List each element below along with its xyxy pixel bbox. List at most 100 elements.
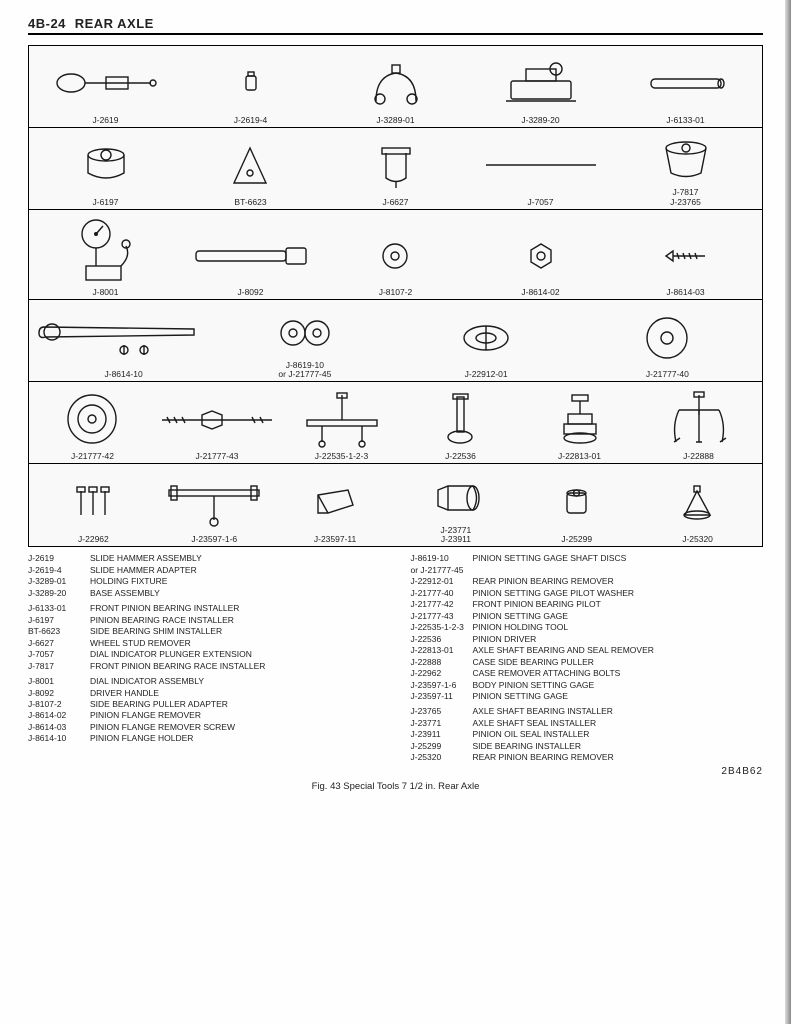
legend-code: J-2619 bbox=[28, 553, 90, 564]
tool-item: J-6133-01 bbox=[613, 53, 758, 125]
legend-desc: CASE SIDE BEARING PULLER bbox=[473, 657, 764, 668]
tool-row: J-21777-42J-21777-43J-22535-1-2-3J-22536… bbox=[29, 382, 762, 464]
legend-code: J-7057 bbox=[28, 649, 90, 660]
legend-desc: DIAL INDICATOR PLUNGER EXTENSION bbox=[90, 649, 381, 660]
legend-desc: PINION SETTING GAGE SHAFT DISCS bbox=[473, 553, 764, 564]
fixture-u-icon bbox=[366, 53, 426, 114]
tool-item: J-22535-1-2-3 bbox=[282, 389, 401, 461]
page-header: 4B-24 REAR AXLE bbox=[28, 16, 763, 35]
legend-row: J-22813-01AXLE SHAFT BEARING AND SEAL RE… bbox=[411, 645, 764, 656]
rod-nut-icon bbox=[152, 389, 282, 450]
legend-row: J-25320REAR PINION BEARING REMOVER bbox=[411, 752, 764, 763]
legend-code: J-23771 bbox=[411, 718, 473, 729]
page-title: REAR AXLE bbox=[75, 16, 154, 31]
tool-label: J-8619-10 or J-21777-45 bbox=[278, 361, 331, 380]
tool-item: J-22813-01 bbox=[520, 389, 639, 461]
legend-row: J-23597-11PINION SETTING GAGE bbox=[411, 691, 764, 702]
tool-label: J-21777-42 bbox=[71, 452, 114, 461]
base-assembly-icon bbox=[501, 53, 581, 114]
tool-item: J-8614-03 bbox=[613, 225, 758, 297]
tool-label: J-8614-03 bbox=[666, 288, 704, 297]
tool-label: J-7817 J-23765 bbox=[670, 188, 701, 207]
tool-item: BT-6623 bbox=[178, 135, 323, 207]
tool-label: J-22535-1-2-3 bbox=[315, 452, 368, 461]
tool-item: J-7057 bbox=[468, 135, 613, 207]
button-adapter-icon bbox=[378, 225, 413, 286]
figure-caption: Fig. 43 Special Tools 7 1/2 in. Rear Axl… bbox=[28, 781, 763, 792]
disc-socket-icon bbox=[81, 135, 131, 196]
legend-desc: WHEEL STUD REMOVER bbox=[90, 638, 381, 649]
legend-desc: PINION SETTING GAGE PILOT WASHER bbox=[473, 588, 764, 599]
tool-label: J-25299 bbox=[561, 535, 592, 544]
tool-item: J-8614-02 bbox=[468, 225, 613, 297]
legend-code: J-8619-10 bbox=[411, 553, 473, 564]
tool-item: J-22888 bbox=[639, 389, 758, 461]
bolts-set-icon bbox=[71, 472, 116, 533]
legend-code: J-22888 bbox=[411, 657, 473, 668]
rod-long-icon bbox=[481, 135, 601, 196]
block-angle-icon bbox=[313, 472, 358, 533]
tool-label: BT-6623 bbox=[234, 198, 266, 207]
t-bar-tool-icon bbox=[159, 472, 269, 533]
legend-code: or J-21777-45 bbox=[411, 565, 473, 576]
legend-row: J-2619SLIDE HAMMER ASSEMBLY bbox=[28, 553, 381, 564]
tool-row: J-8001J-8092J-8107-2J-8614-02J-8614-03 bbox=[29, 210, 762, 300]
tool-item: J-23771 J-23911 bbox=[395, 472, 516, 544]
tool-label: J-6627 bbox=[383, 198, 409, 207]
legend-desc: SIDE BEARING PULLER ADAPTER bbox=[90, 699, 381, 710]
tool-label: J-8001 bbox=[93, 288, 119, 297]
tool-label: J-3289-01 bbox=[376, 116, 414, 125]
legend-code: J-23765 bbox=[411, 706, 473, 717]
wrench-bolts-icon bbox=[34, 307, 214, 368]
tool-item: J-8107-2 bbox=[323, 225, 468, 297]
legend-row: J-8107-2SIDE BEARING PULLER ADAPTER bbox=[28, 699, 381, 710]
legend-desc: PINION FLANGE HOLDER bbox=[90, 733, 381, 744]
tool-diagram-box: J-2619J-2619-4J-3289-01J-3289-20J-6133-0… bbox=[28, 45, 763, 547]
legend-row: J-7057DIAL INDICATOR PLUNGER EXTENSION bbox=[28, 649, 381, 660]
tool-item: J-3289-20 bbox=[468, 53, 613, 125]
socket-short-icon bbox=[559, 472, 594, 533]
tool-item: J-8001 bbox=[33, 216, 178, 297]
legend-row: J-21777-42FRONT PINION BEARING PILOT bbox=[411, 599, 764, 610]
legend-code: J-22536 bbox=[411, 634, 473, 645]
legend-code: J-21777-43 bbox=[411, 611, 473, 622]
legend-row: J-8001DIAL INDICATOR ASSEMBLY bbox=[28, 676, 381, 687]
tool-item: J-21777-40 bbox=[577, 307, 758, 379]
legend-code: J-21777-42 bbox=[411, 599, 473, 610]
tool-item: J-23597-11 bbox=[275, 472, 396, 544]
tool-item: J-25299 bbox=[516, 472, 637, 544]
legend-row: J-8614-10PINION FLANGE HOLDER bbox=[28, 733, 381, 744]
hex-flange-icon bbox=[526, 225, 556, 286]
legend-code: J-8001 bbox=[28, 676, 90, 687]
legend-desc: PINION OIL SEAL INSTALLER bbox=[473, 729, 764, 740]
tool-label: J-23597-11 bbox=[314, 535, 356, 544]
tool-item: J-22962 bbox=[33, 472, 154, 544]
tool-label: J-22888 bbox=[683, 452, 714, 461]
slide-hammer-icon bbox=[51, 53, 161, 114]
legend-row: J-25299SIDE BEARING INSTALLER bbox=[411, 741, 764, 752]
legend-row: J-7817FRONT PINION BEARING RACE INSTALLE… bbox=[28, 661, 381, 672]
tool-label: J-23771 J-23911 bbox=[441, 526, 472, 545]
cup-installer-icon bbox=[661, 135, 711, 186]
legend-row: J-23771AXLE SHAFT SEAL INSTALLER bbox=[411, 718, 764, 729]
tool-item: J-25320 bbox=[637, 472, 758, 544]
dial-indicator-icon bbox=[71, 216, 141, 286]
legend-desc: AXLE SHAFT BEARING AND SEAL REMOVER bbox=[473, 645, 764, 656]
tool-item: J-22536 bbox=[401, 389, 520, 461]
tool-item: J-8614-10 bbox=[33, 307, 214, 379]
legend-code: J-8614-10 bbox=[28, 733, 90, 744]
tool-label: J-22912-01 bbox=[465, 370, 508, 379]
legend-desc: SIDE BEARING INSTALLER bbox=[473, 741, 764, 752]
discs-pair-icon bbox=[275, 307, 335, 358]
legend-desc bbox=[473, 565, 764, 576]
legend-code: J-8092 bbox=[28, 688, 90, 699]
tool-row: J-22962J-23597-1-6J-23597-11J-23771 J-23… bbox=[29, 464, 762, 546]
legend-row: J-23597-1-6BODY PINION SETTING GAGE bbox=[411, 680, 764, 691]
screw-icon bbox=[663, 225, 708, 286]
legend-code: J-22912-01 bbox=[411, 576, 473, 587]
legend-row: J-22535-1-2-3PINION HOLDING TOOL bbox=[411, 622, 764, 633]
page-edge-shadow bbox=[785, 0, 791, 1024]
legend-code: J-21777-40 bbox=[411, 588, 473, 599]
legend-code: J-8614-02 bbox=[28, 710, 90, 721]
legend-desc: SLIDE HAMMER ASSEMBLY bbox=[90, 553, 381, 564]
